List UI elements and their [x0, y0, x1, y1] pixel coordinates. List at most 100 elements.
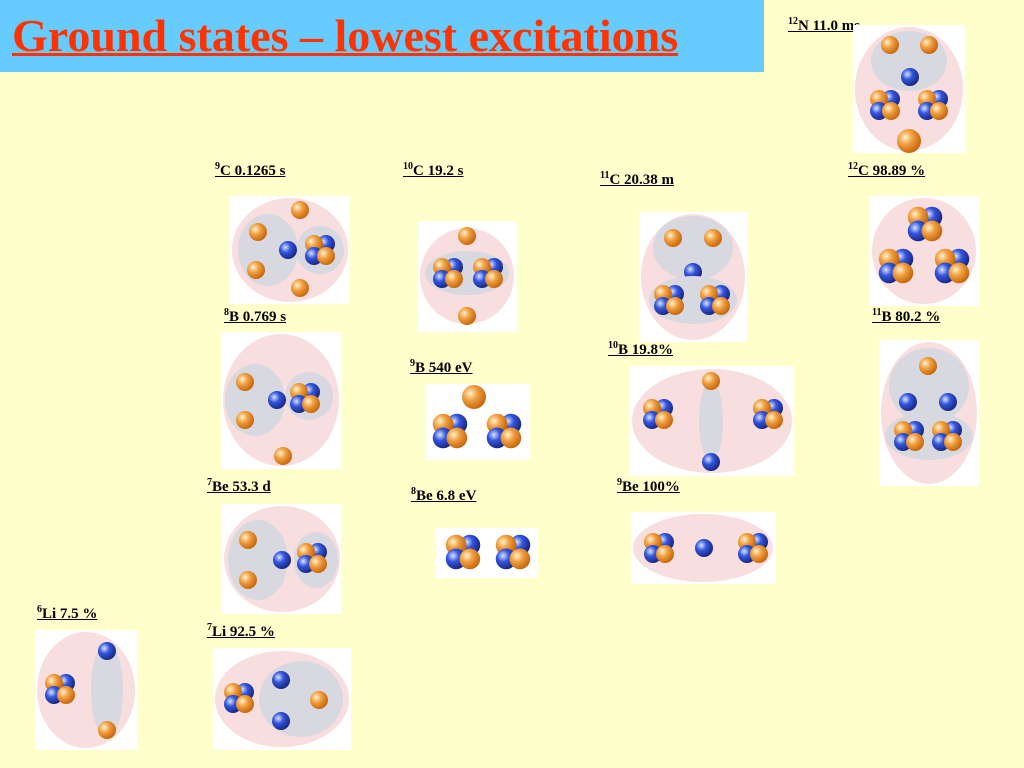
proton: [57, 686, 75, 704]
proton: [664, 229, 682, 247]
proton: [921, 220, 943, 242]
label-b10: 10B 19.8%: [608, 340, 674, 359]
nucleus-n12-svg: [855, 27, 963, 153]
nucleus-li6-svg: [37, 632, 135, 748]
proton: [881, 36, 899, 54]
nucleus-b9-svg: [432, 385, 522, 449]
proton: [500, 427, 522, 449]
label-b11: 11B 80.2 %: [872, 307, 941, 326]
label-c11: 11C 20.38 m: [600, 170, 675, 189]
neutron: [272, 712, 290, 730]
cluster-cloud: [91, 642, 123, 738]
proton: [897, 129, 921, 153]
label-c10: 10C 19.2 s: [403, 161, 464, 180]
nucleus-c9-svg: [232, 198, 348, 302]
diagram-b9: [426, 384, 530, 460]
neutron: [901, 68, 919, 86]
diagram-c11: [639, 212, 747, 342]
proton: [445, 270, 463, 288]
label-c9: 9C 0.1265 s: [215, 161, 286, 180]
neutron: [98, 642, 116, 660]
proton: [765, 411, 783, 429]
proton: [930, 102, 948, 120]
proton: [236, 695, 254, 713]
proton: [944, 433, 962, 451]
proton: [712, 297, 730, 315]
neutron: [939, 393, 957, 411]
proton: [247, 261, 265, 279]
proton: [291, 279, 309, 297]
proton: [655, 411, 673, 429]
label-be9: 9Be 100%: [617, 477, 680, 496]
label-b9: 9B 540 eV: [410, 358, 473, 377]
slide-title: Ground states – lowest excitations: [12, 10, 679, 61]
proton: [236, 373, 254, 391]
nucleus-c10-svg: [420, 227, 514, 325]
label-be8: 8Be 6.8 eV: [411, 486, 477, 505]
proton: [302, 395, 320, 413]
label-li6: 6Li 7.5 %: [37, 604, 98, 623]
proton: [317, 247, 335, 265]
diagram-b8: [221, 332, 342, 469]
proton: [919, 357, 937, 375]
nucleus-be9-svg: [633, 514, 773, 582]
proton: [98, 721, 116, 739]
proton: [750, 545, 768, 563]
proton: [906, 433, 924, 451]
proton: [446, 427, 468, 449]
proton: [892, 262, 914, 284]
nucleus-be8-svg: [445, 534, 531, 570]
neutron: [273, 551, 291, 569]
proton: [291, 201, 309, 219]
proton: [462, 385, 486, 409]
diagram-be8: [435, 528, 538, 578]
label-n12: 12N 11.0 ms: [788, 16, 861, 35]
proton: [920, 36, 938, 54]
title-bar: Ground states – lowest excitations: [0, 0, 764, 72]
neutron: [695, 539, 713, 557]
label-li7: 7Li 92.5 %: [207, 622, 275, 641]
diagram-be7: [222, 504, 341, 614]
diagram-be9: [631, 512, 776, 584]
label-b8: 8B 0.769 s: [224, 307, 287, 326]
proton: [509, 548, 531, 570]
diagram-b10: [630, 366, 794, 476]
diagram-c12: [870, 196, 979, 306]
proton: [485, 270, 503, 288]
neutron: [279, 241, 297, 259]
neutron: [702, 453, 720, 471]
proton: [666, 297, 684, 315]
proton: [882, 102, 900, 120]
nucleus-b8-svg: [223, 334, 339, 466]
proton: [309, 555, 327, 573]
nucleus-c11-svg: [641, 214, 745, 340]
proton: [239, 571, 257, 589]
proton: [704, 229, 722, 247]
proton: [236, 411, 254, 429]
neutron: [272, 671, 290, 689]
proton: [656, 545, 674, 563]
diagram-c9: [230, 196, 350, 304]
diagram-li7: [213, 648, 351, 750]
nucleus-be7-svg: [224, 506, 340, 612]
proton: [239, 531, 257, 549]
neutron: [899, 393, 917, 411]
diagram-li6: [35, 630, 137, 750]
diagram-c10: [418, 221, 517, 332]
proton: [702, 372, 720, 390]
proton: [310, 691, 328, 709]
cluster-cloud: [259, 661, 343, 737]
proton: [274, 447, 292, 465]
proton: [948, 262, 970, 284]
diagram-n12: [853, 25, 965, 153]
proton: [249, 223, 267, 241]
label-c12: 12C 98.89 %: [848, 161, 926, 180]
nucleus-li7-svg: [215, 651, 349, 747]
label-be7: 7Be 53.3 d: [207, 477, 271, 496]
neutron: [268, 391, 286, 409]
nucleus-b10-svg: [632, 369, 792, 473]
nucleus-b11-svg: [881, 342, 977, 484]
cluster-cloud: [699, 381, 723, 461]
proton: [458, 227, 476, 245]
proton: [459, 548, 481, 570]
